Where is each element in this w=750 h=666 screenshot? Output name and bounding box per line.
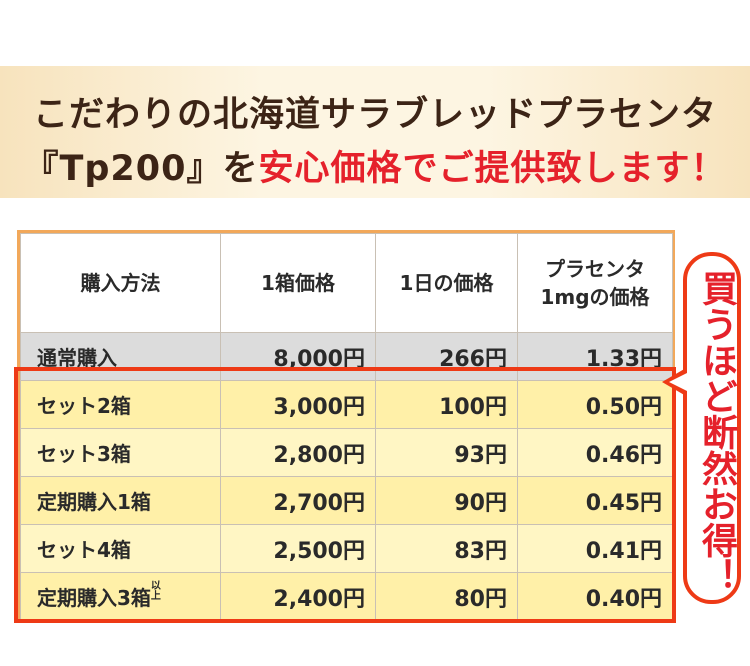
row-name: セット2箱	[20, 380, 221, 429]
row-name-suffix: 以上	[150, 581, 161, 602]
row-mg-price: 0.40円	[517, 572, 673, 621]
table-row: セット4箱 2,500円 83円 0.41円	[20, 524, 673, 573]
headline-line-2: 『Tp200』を安心価格でご提供致します！	[0, 140, 750, 191]
table-row: セット3箱 2,800円 93円 0.46円	[20, 428, 673, 477]
row-mg-price: 0.45円	[517, 476, 673, 525]
row-day-price: 100円	[375, 380, 518, 429]
row-day-price: 266円	[375, 332, 518, 381]
callout-text: 買うほど断然お得！	[696, 270, 737, 594]
row-mg-price: 0.50円	[517, 380, 673, 429]
row-box-price: 2,500円	[220, 524, 376, 573]
callout-pointer-inner	[669, 373, 687, 391]
header-box-price: 1箱価格	[220, 233, 376, 333]
price-table-container: 購入方法 1箱価格 1日の価格 プラセンタ 1mgの価格 通常購入 8,000円 …	[17, 230, 675, 621]
table-row: セット2箱 3,000円 100円 0.50円	[20, 380, 673, 429]
row-mg-price: 0.46円	[517, 428, 673, 477]
headline-product: 『Tp200』を	[23, 149, 259, 189]
row-day-price: 90円	[375, 476, 518, 525]
row-name: 定期購入3箱以上	[20, 572, 221, 621]
row-day-price: 80円	[375, 572, 518, 621]
header-day-price: 1日の価格	[375, 233, 518, 333]
row-day-price: 83円	[375, 524, 518, 573]
header-mg-price-line1: プラセンタ	[545, 257, 645, 281]
row-name: セット3箱	[20, 428, 221, 477]
header-mg-price: プラセンタ 1mgの価格	[517, 233, 673, 333]
headline-banner	[0, 66, 750, 198]
table-header-row: 購入方法 1箱価格 1日の価格 プラセンタ 1mgの価格	[20, 233, 673, 333]
row-name-text: 定期購入3箱	[37, 586, 151, 610]
header-method: 購入方法	[20, 233, 221, 333]
row-box-price: 2,400円	[220, 572, 376, 621]
price-table: 購入方法 1箱価格 1日の価格 プラセンタ 1mgの価格 通常購入 8,000円 …	[20, 233, 673, 621]
row-mg-price: 0.41円	[517, 524, 673, 573]
callout-bubble: 買うほど断然お得！	[683, 252, 741, 604]
row-mg-price: 1.33円	[517, 332, 673, 381]
row-name: 定期購入1箱	[20, 476, 221, 525]
row-box-price: 2,700円	[220, 476, 376, 525]
table-row: 定期購入1箱 2,700円 90円 0.45円	[20, 476, 673, 525]
row-box-price: 2,800円	[220, 428, 376, 477]
headline-highlight: 安心価格でご提供致します！	[258, 149, 727, 189]
header-mg-price-line2: 1mgの価格	[540, 285, 650, 309]
row-box-price: 3,000円	[220, 380, 376, 429]
table-row: 定期購入3箱以上 2,400円 80円 0.40円	[20, 572, 673, 621]
table-row: 通常購入 8,000円 266円 1.33円	[20, 332, 673, 381]
headline-line-1: こだわりの北海道サラブレッドプラセンタ	[32, 95, 717, 135]
row-day-price: 93円	[375, 428, 518, 477]
row-name: セット4箱	[20, 524, 221, 573]
row-box-price: 8,000円	[220, 332, 376, 381]
row-name: 通常購入	[20, 332, 221, 381]
